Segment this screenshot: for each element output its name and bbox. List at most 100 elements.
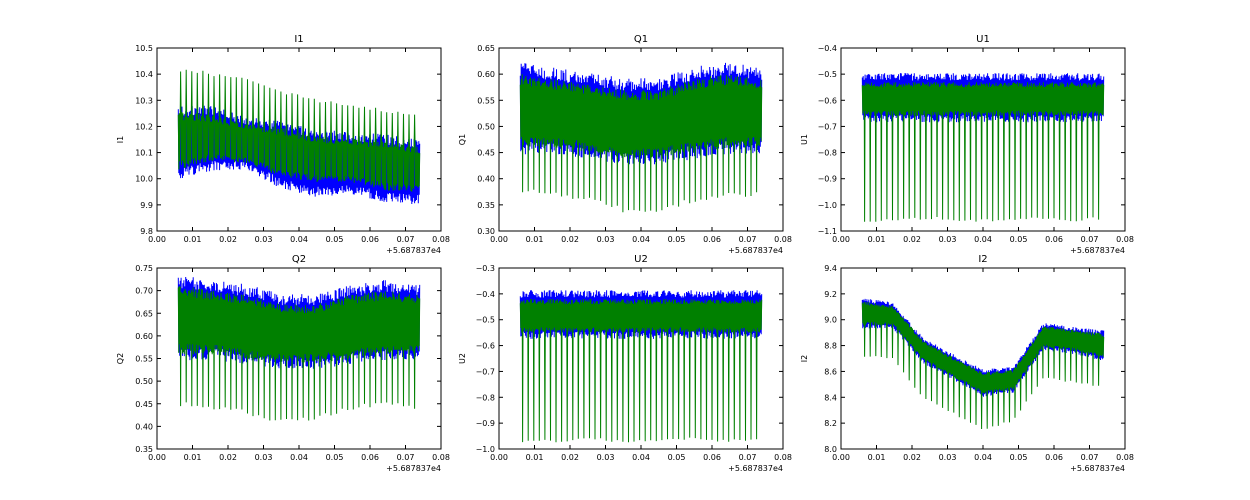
x-tick-label: 0.05 bbox=[1010, 453, 1028, 462]
plot-area bbox=[177, 69, 421, 205]
series-line-green bbox=[861, 82, 1105, 222]
x-tick-label: 0.00 bbox=[148, 235, 166, 244]
x-tick-label: 0.01 bbox=[526, 235, 544, 244]
x-tick-label: 0.08 bbox=[432, 453, 450, 462]
x-tick-label: 0.08 bbox=[1116, 453, 1134, 462]
series-line-green bbox=[519, 74, 763, 213]
x-tick-label: 0.03 bbox=[939, 235, 957, 244]
series-line-green bbox=[861, 301, 1105, 430]
y-tick-label: 0.50 bbox=[135, 377, 153, 386]
x-tick-label: 0.02 bbox=[561, 235, 579, 244]
x-tick-label: 0.01 bbox=[868, 453, 886, 462]
y-tick-label: 0.70 bbox=[135, 287, 153, 296]
y-tick-label: −0.4 bbox=[476, 290, 495, 299]
y-tick-label: 0.50 bbox=[477, 122, 495, 131]
x-tick-label: 0.07 bbox=[739, 453, 757, 462]
x-offset-label: +5.687837e4 bbox=[1070, 246, 1125, 255]
x-tick-label: 0.02 bbox=[561, 453, 579, 462]
y-axis-label: I2 bbox=[800, 355, 809, 362]
y-tick-label: −1.0 bbox=[818, 201, 837, 210]
x-tick-label: 0.06 bbox=[361, 453, 379, 462]
x-tick-label: 0.07 bbox=[739, 235, 757, 244]
subplot-i2: 0.00 0.01 0.02 0.03 0.04 0.05 0.06 0.07 0.08 8.0 8… bbox=[800, 254, 1134, 473]
x-tick-label: 0.03 bbox=[597, 453, 615, 462]
x-tick-label: 0.07 bbox=[397, 453, 415, 462]
x-tick-label: 0.01 bbox=[526, 453, 544, 462]
y-tick-label: −0.7 bbox=[818, 122, 837, 131]
x-tick-label: 0.04 bbox=[632, 453, 650, 462]
y-tick-label: 0.30 bbox=[477, 227, 495, 236]
x-tick-label: 0.00 bbox=[832, 453, 850, 462]
subplot-u2: 0.00 0.01 0.02 0.03 0.04 0.05 0.06 0.07 0.08 −1.0… bbox=[458, 254, 792, 473]
y-tick-label: −0.5 bbox=[818, 70, 837, 79]
x-tick-label: 0.02 bbox=[219, 235, 237, 244]
x-tick-label: 0.00 bbox=[832, 235, 850, 244]
y-tick-label: 10.1 bbox=[135, 149, 153, 158]
y-tick-label: −0.3 bbox=[476, 264, 495, 273]
plot-area bbox=[177, 276, 421, 421]
plot-area bbox=[861, 298, 1105, 430]
x-tick-label: 0.00 bbox=[490, 453, 508, 462]
x-tick-label: 0.00 bbox=[490, 235, 508, 244]
plot-area bbox=[519, 290, 763, 443]
x-tick-label: 0.06 bbox=[703, 235, 721, 244]
subplot-grid: 0.00 0.01 0.02 0.03 0.04 0.05 0.06 0.07 0.08 9.8 9… bbox=[116, 34, 1134, 473]
y-axis-label: Q2 bbox=[116, 353, 125, 364]
x-tick-label: 0.01 bbox=[184, 453, 202, 462]
y-axis-label: I1 bbox=[116, 136, 125, 143]
series-line-green bbox=[519, 299, 763, 443]
x-tick-label: 0.01 bbox=[868, 235, 886, 244]
y-tick-label: −0.9 bbox=[476, 419, 495, 428]
y-tick-label: 8.2 bbox=[824, 419, 837, 428]
x-tick-label: 0.02 bbox=[219, 453, 237, 462]
x-tick-label: 0.04 bbox=[290, 235, 308, 244]
x-tick-label: 0.04 bbox=[974, 235, 992, 244]
y-tick-label: 8.6 bbox=[824, 367, 837, 376]
x-tick-label: 0.02 bbox=[903, 235, 921, 244]
x-tick-label: 0.04 bbox=[290, 453, 308, 462]
subplot-title: I1 bbox=[294, 34, 303, 45]
y-axis-label: Q1 bbox=[458, 134, 467, 145]
x-tick-label: 0.07 bbox=[397, 235, 415, 244]
y-tick-label: 10.3 bbox=[135, 96, 153, 105]
subplot-u1: 0.00 0.01 0.02 0.03 0.04 0.05 0.06 0.07 0.08 −1.1… bbox=[800, 34, 1134, 255]
y-tick-label: 9.0 bbox=[824, 316, 837, 325]
x-tick-label: 0.03 bbox=[939, 453, 957, 462]
y-tick-label: 10.2 bbox=[135, 122, 153, 131]
x-tick-label: 0.08 bbox=[774, 235, 792, 244]
y-tick-label: 0.45 bbox=[477, 149, 495, 158]
subplot-title: Q1 bbox=[634, 34, 648, 45]
plot-area bbox=[861, 73, 1105, 222]
subplot-q1: 0.00 0.01 0.02 0.03 0.04 0.05 0.06 0.07 0.08 0.30… bbox=[458, 34, 792, 255]
x-tick-label: 0.01 bbox=[184, 235, 202, 244]
y-tick-label: 0.45 bbox=[135, 400, 153, 409]
y-tick-label: 0.60 bbox=[477, 70, 495, 79]
y-tick-label: 0.65 bbox=[135, 309, 153, 318]
y-tick-label: 9.9 bbox=[140, 201, 153, 210]
y-tick-label: 8.8 bbox=[824, 342, 837, 351]
x-offset-label: +5.687837e4 bbox=[728, 464, 783, 473]
x-tick-label: 0.03 bbox=[255, 453, 273, 462]
y-tick-label: 0.55 bbox=[477, 96, 495, 105]
y-tick-label: 10.5 bbox=[135, 44, 153, 53]
y-tick-label: 10.0 bbox=[135, 175, 153, 184]
x-tick-label: 0.05 bbox=[326, 453, 344, 462]
y-tick-label: −0.4 bbox=[818, 44, 837, 53]
subplot-title: U1 bbox=[976, 34, 990, 45]
y-tick-label: −0.6 bbox=[818, 96, 837, 105]
x-tick-label: 0.06 bbox=[1045, 235, 1063, 244]
y-tick-label: 0.75 bbox=[135, 264, 153, 273]
y-tick-label: 0.55 bbox=[135, 355, 153, 364]
y-tick-label: 0.65 bbox=[477, 44, 495, 53]
series-line-green bbox=[177, 286, 421, 421]
x-tick-label: 0.05 bbox=[668, 453, 686, 462]
y-tick-label: 0.35 bbox=[477, 201, 495, 210]
y-tick-label: −0.5 bbox=[476, 316, 495, 325]
x-tick-label: 0.07 bbox=[1081, 235, 1099, 244]
y-tick-label: −0.7 bbox=[476, 367, 495, 376]
y-tick-label: −0.6 bbox=[476, 342, 495, 351]
x-tick-label: 0.08 bbox=[774, 453, 792, 462]
y-tick-label: 0.40 bbox=[477, 175, 495, 184]
y-tick-label: −1.0 bbox=[476, 445, 495, 454]
y-tick-label: 0.60 bbox=[135, 332, 153, 341]
